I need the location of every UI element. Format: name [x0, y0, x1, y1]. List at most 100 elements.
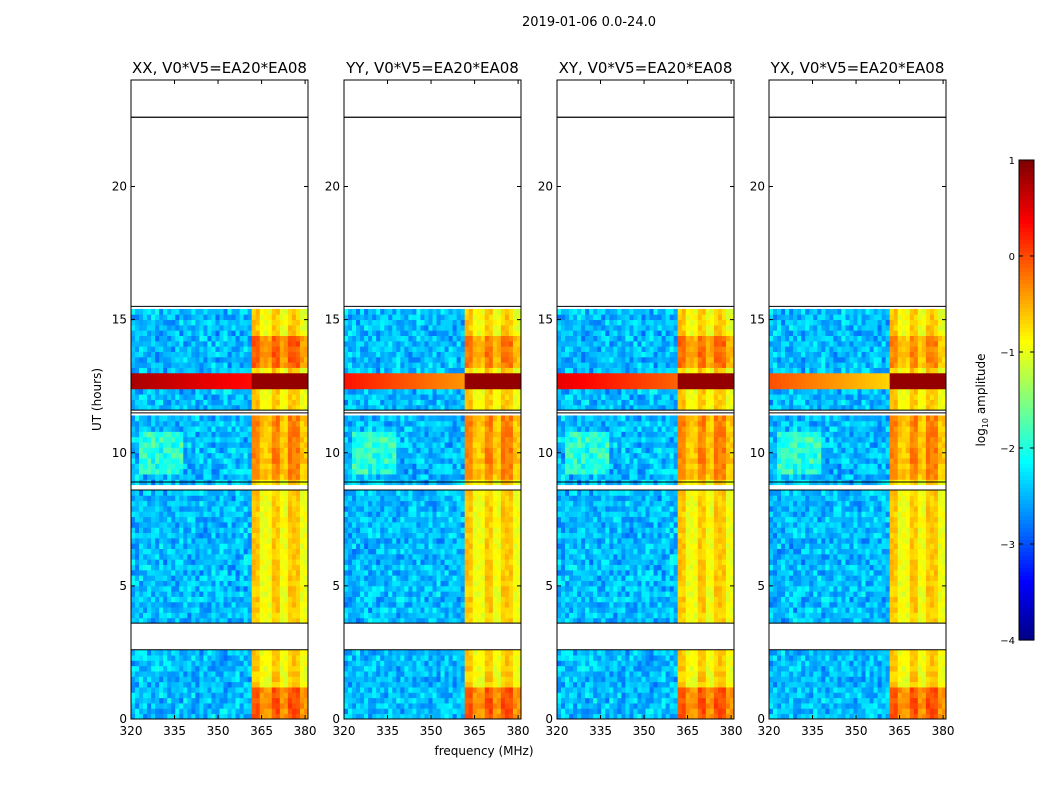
- heatmap-cell: [175, 463, 180, 470]
- heatmap-cell: [299, 394, 305, 400]
- heatmap-cell: [159, 569, 164, 576]
- heatmap-cell: [448, 671, 454, 677]
- heatmap-cell: [263, 367, 269, 374]
- heatmap-cell: [183, 660, 188, 667]
- heatmap-cell: [147, 585, 152, 592]
- heatmap-cell: [348, 490, 353, 496]
- heatmap-cell: [263, 708, 269, 715]
- heatmap-cell: [380, 431, 385, 438]
- heatmap-cell: [404, 468, 409, 475]
- heatmap-cell: [392, 569, 397, 576]
- heatmap-cell: [143, 612, 148, 619]
- heatmap-cell: [239, 708, 245, 715]
- heatmap-cell: [163, 500, 168, 507]
- heatmap-cell: [348, 527, 353, 534]
- heatmap-cell: [283, 324, 289, 331]
- heatmap-cell: [259, 420, 265, 427]
- heatmap-cell: [344, 330, 349, 336]
- heatmap-cell: [279, 335, 285, 342]
- heatmap-cell: [155, 372, 160, 379]
- heatmap-cell: [352, 372, 357, 379]
- heatmap-cell: [179, 692, 184, 699]
- heatmap-cell: [420, 559, 425, 565]
- heatmap-cell: [436, 681, 441, 688]
- heatmap-cell: [143, 404, 148, 411]
- heatmap-cell: [303, 532, 309, 539]
- heatmap-cell: [263, 601, 269, 608]
- heatmap-cell: [231, 378, 236, 384]
- heatmap-cell: [131, 356, 136, 363]
- heatmap-cell: [215, 676, 220, 683]
- heatmap-cell: [195, 687, 200, 693]
- heatmap-cell: [448, 703, 454, 709]
- heatmap-cell: [199, 697, 204, 704]
- heatmap-cell: [219, 585, 224, 592]
- heatmap-cell: [263, 340, 269, 347]
- heatmap-cell: [384, 500, 389, 507]
- heatmap-cell: [424, 442, 429, 448]
- heatmap-cell: [271, 511, 277, 518]
- heatmap-cell: [356, 687, 361, 693]
- heatmap-cell: [283, 388, 289, 395]
- heatmap-cell: [263, 463, 269, 470]
- heatmap-cell: [191, 474, 196, 480]
- heatmap-cell: [163, 697, 168, 704]
- heatmap-cell: [183, 617, 188, 624]
- heatmap-cell: [143, 474, 148, 480]
- heatmap-cell: [295, 564, 301, 571]
- heatmap-cell: [392, 660, 397, 667]
- heatmap-cell: [444, 452, 449, 459]
- heatmap-cell: [412, 372, 417, 379]
- heatmap-cell: [199, 687, 204, 693]
- heatmap-cell: [392, 495, 397, 502]
- heatmap-cell: [195, 575, 200, 581]
- heatmap-cell: [191, 548, 196, 555]
- heatmap-cell: [271, 580, 277, 587]
- heatmap-cell: [211, 660, 216, 667]
- heatmap-cell: [139, 399, 144, 406]
- heatmap-cell: [344, 596, 349, 603]
- heatmap-cell: [255, 585, 261, 592]
- heatmap-cell: [283, 516, 289, 523]
- heatmap-cell: [259, 665, 265, 672]
- heatmap-cell: [392, 452, 397, 459]
- heatmap-cell: [396, 548, 401, 555]
- heatmap-cell: [372, 351, 377, 358]
- heatmap-cell: [372, 340, 377, 347]
- heatmap-cell: [279, 420, 285, 427]
- heatmap-cell: [344, 601, 349, 608]
- heatmap-cell: [287, 500, 293, 507]
- heatmap-cell: [299, 308, 305, 315]
- heatmap-cell: [368, 591, 373, 597]
- heatmap-cell: [392, 426, 397, 432]
- heatmap-cell: [175, 671, 180, 677]
- heatmap-cell: [159, 314, 164, 321]
- heatmap-cell: [199, 521, 204, 528]
- heatmap-cell: [436, 548, 441, 555]
- heatmap-cell: [356, 575, 361, 581]
- heatmap-cell: [380, 324, 385, 331]
- heatmap-cell: [283, 511, 289, 518]
- heatmap-cell: [247, 671, 253, 677]
- heatmap-cell: [171, 383, 176, 390]
- heatmap-cell: [400, 500, 405, 507]
- heatmap-cell: [139, 537, 144, 544]
- heatmap-cell: [372, 596, 377, 603]
- heatmap-cell: [283, 335, 289, 342]
- heatmap-cell: [275, 607, 281, 613]
- heatmap-cell: [263, 458, 269, 464]
- heatmap-cell: [384, 569, 389, 576]
- heatmap-cell: [163, 474, 168, 480]
- heatmap-cell: [195, 394, 200, 400]
- heatmap-cell: [420, 585, 425, 592]
- heatmap-cell: [179, 356, 184, 363]
- heatmap-cell: [139, 500, 144, 507]
- heatmap-cell: [388, 372, 393, 379]
- heatmap-cell: [183, 591, 188, 597]
- heatmap-cell: [432, 559, 437, 565]
- heatmap-cell: [408, 415, 413, 422]
- heatmap-cell: [388, 596, 393, 603]
- heatmap-cell: [428, 351, 433, 358]
- heatmap-cell: [376, 580, 381, 587]
- heatmap-cell: [275, 681, 281, 688]
